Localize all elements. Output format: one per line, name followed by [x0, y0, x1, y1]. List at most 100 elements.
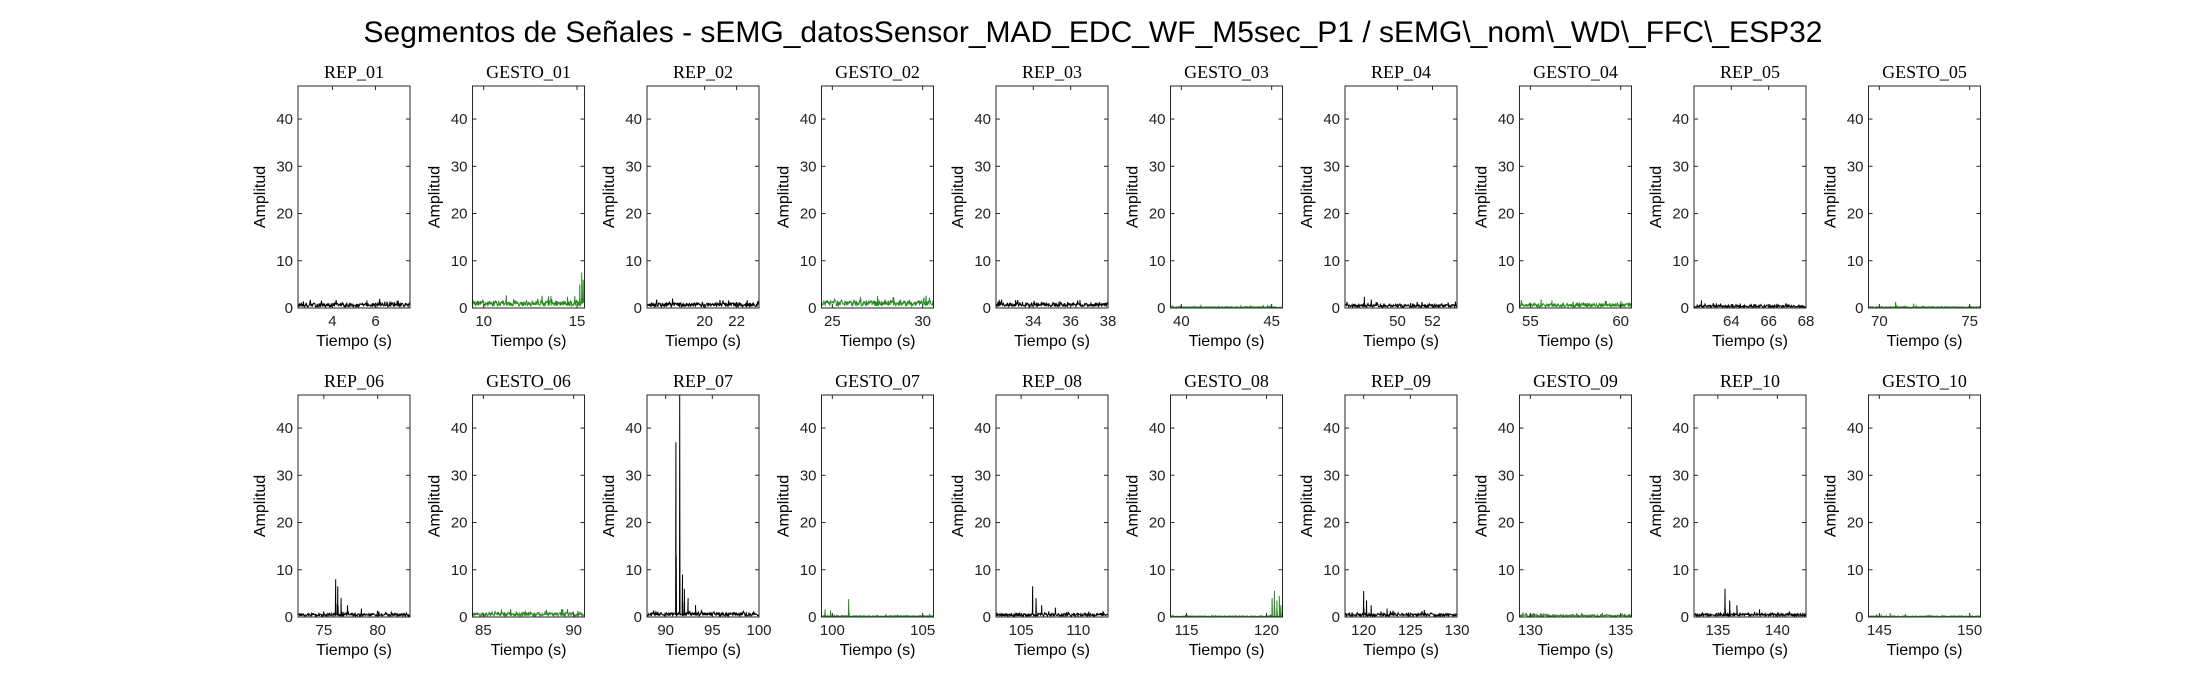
signal-line	[1170, 303, 1283, 308]
axes-box	[995, 85, 1109, 309]
y-tick-label: 10	[1498, 562, 1515, 579]
axes-box	[646, 394, 760, 618]
subplot-title: GESTO_05	[1882, 62, 1967, 82]
subplot: GESTO_09 0 10 20 30 40 130 135 Tiempo (s) Amplitu…	[1474, 371, 1634, 659]
y-tick-label: 0	[808, 609, 816, 626]
x-tick-label: 50	[1389, 313, 1406, 330]
y-tick-label: 30	[1847, 467, 1864, 484]
x-tick-label: 70	[1871, 313, 1888, 330]
subplot-title: REP_08	[1022, 371, 1082, 391]
y-tick-label: 20	[1498, 206, 1515, 223]
signal-line	[647, 298, 759, 308]
signal-line	[1170, 590, 1283, 617]
x-tick-label: 15	[569, 313, 586, 330]
x-tick-label: 36	[1062, 313, 1079, 330]
subplot-title: REP_04	[1371, 62, 1431, 82]
axes-box	[1344, 85, 1458, 309]
y-tick-label: 20	[1847, 515, 1864, 532]
y-tick-label: 20	[1149, 206, 1166, 223]
x-tick-label: 90	[565, 622, 582, 639]
subplot: REP_09 0 10 20 30 40 120 125 130 Tiempo (s) Amplit…	[1299, 371, 1470, 659]
y-tick-label: 30	[1498, 467, 1515, 484]
y-tick-label: 10	[1847, 562, 1864, 579]
axes-box	[297, 85, 411, 309]
signal-line	[1345, 296, 1457, 308]
y-tick-label: 40	[276, 420, 293, 437]
signal-line	[996, 586, 1108, 617]
subplot-title: REP_05	[1720, 62, 1780, 82]
y-tick-label: 0	[285, 300, 293, 317]
signal-line	[1694, 300, 1806, 308]
x-tick-label: 140	[1765, 622, 1790, 639]
y-tick-label: 40	[276, 111, 293, 128]
subplot: GESTO_04 0 10 20 30 40 55 60 Tiempo (s) Amplitud	[1474, 62, 1632, 350]
x-tick-label: 66	[1760, 313, 1777, 330]
x-tick-label: 85	[475, 622, 492, 639]
y-tick-label: 40	[1498, 420, 1515, 437]
y-tick-label: 20	[1323, 515, 1340, 532]
x-tick-label: 100	[820, 622, 845, 639]
signal-line	[472, 608, 585, 617]
x-tick-label: 135	[1608, 622, 1633, 639]
subplot-title: GESTO_07	[835, 371, 920, 391]
y-tick-label: 30	[1847, 158, 1864, 175]
y-tick-label: 10	[1672, 562, 1689, 579]
y-tick-label: 10	[1498, 253, 1515, 270]
y-tick-label: 30	[1323, 467, 1340, 484]
x-axis-label: Tiempo (s)	[316, 642, 392, 659]
y-tick-label: 20	[1149, 515, 1166, 532]
subplot-title: GESTO_08	[1184, 371, 1269, 391]
subplot-title: GESTO_09	[1533, 371, 1618, 391]
y-tick-label: 0	[634, 609, 642, 626]
x-tick-label: 22	[728, 313, 745, 330]
y-axis-label: Amplitud	[427, 475, 444, 537]
x-tick-label: 135	[1705, 622, 1730, 639]
x-tick-label: 105	[1009, 622, 1034, 639]
axes-box	[1170, 394, 1283, 618]
y-tick-label: 40	[1149, 111, 1166, 128]
subplot-title: REP_02	[673, 62, 733, 82]
x-axis-label: Tiempo (s)	[1538, 333, 1614, 350]
x-tick-label: 150	[1957, 622, 1982, 639]
subplot-title: REP_06	[324, 371, 384, 391]
y-axis-label: Amplitud	[776, 166, 793, 228]
subplot-title: GESTO_04	[1533, 62, 1618, 82]
subplot-title: GESTO_03	[1184, 62, 1269, 82]
y-tick-label: 10	[1149, 253, 1166, 270]
y-axis-label: Amplitud	[1823, 166, 1840, 228]
signal-line	[1345, 590, 1457, 617]
signal-line	[1519, 612, 1632, 617]
x-axis-label: Tiempo (s)	[840, 333, 916, 350]
x-tick-label: 120	[1351, 622, 1376, 639]
x-axis-label: Tiempo (s)	[1887, 333, 1963, 350]
y-tick-label: 40	[451, 420, 468, 437]
x-tick-label: 10	[475, 313, 492, 330]
y-tick-label: 40	[1847, 111, 1864, 128]
subplot-title: GESTO_10	[1882, 371, 1967, 391]
y-tick-label: 0	[983, 609, 991, 626]
axes-box	[995, 394, 1109, 618]
subplot-title: REP_10	[1720, 371, 1780, 391]
y-tick-label: 0	[634, 300, 642, 317]
x-axis-label: Tiempo (s)	[1014, 642, 1090, 659]
y-tick-label: 10	[800, 253, 817, 270]
y-tick-label: 30	[800, 158, 817, 175]
x-axis-label: Tiempo (s)	[1189, 333, 1265, 350]
y-tick-label: 20	[625, 515, 642, 532]
subplot: REP_10 0 10 20 30 40 135 140 Tiempo (s) Amplitud	[1648, 371, 1807, 659]
y-tick-label: 0	[1506, 609, 1514, 626]
axes-box	[1170, 85, 1283, 309]
x-axis-label: Tiempo (s)	[665, 333, 741, 350]
x-axis-label: Tiempo (s)	[1189, 642, 1265, 659]
y-tick-label: 40	[1149, 420, 1166, 437]
y-tick-label: 0	[1681, 300, 1689, 317]
subplot-title: REP_01	[324, 62, 384, 82]
y-tick-label: 0	[1855, 609, 1863, 626]
y-tick-label: 40	[1323, 111, 1340, 128]
subplot: GESTO_05 0 10 20 30 40 70 75 Tiempo (s) Amplitud	[1823, 62, 1981, 350]
subplot: GESTO_03 0 10 20 30 40 40 45 Tiempo (s) Amplitud	[1125, 62, 1283, 350]
y-tick-label: 20	[1498, 515, 1515, 532]
x-axis-label: Tiempo (s)	[1363, 333, 1439, 350]
